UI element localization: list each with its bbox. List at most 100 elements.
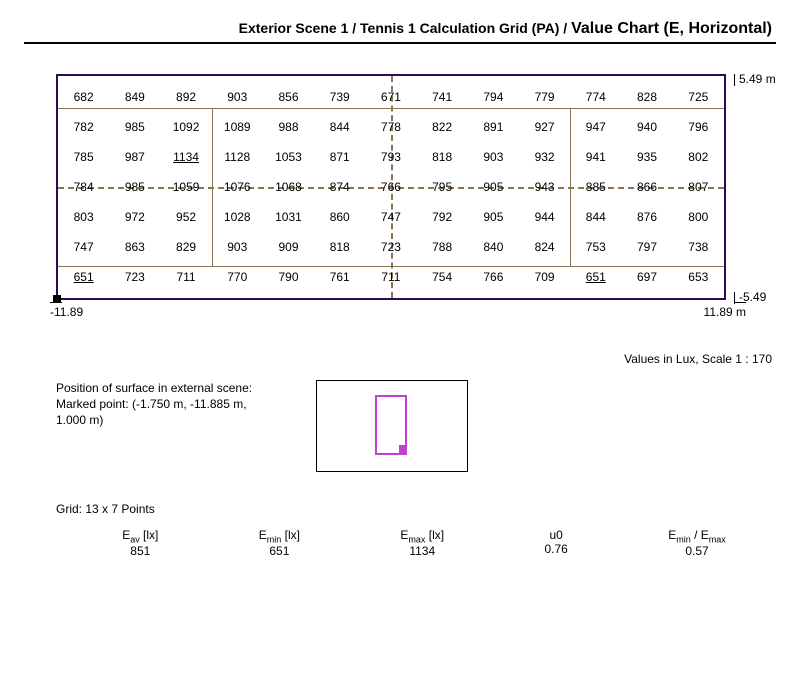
grid-box: 6828498929038567396717417947797748287257…	[56, 74, 726, 300]
grid-cell: 774	[570, 82, 621, 112]
x-axis-left-label: -11.89	[50, 302, 83, 319]
grid-cell: 785	[58, 142, 109, 172]
grid-cell: 766	[365, 172, 416, 202]
stat-emax: Emax [lx] 1134	[400, 528, 444, 558]
grid-cell: 947	[570, 112, 621, 142]
grid-cell: 860	[314, 202, 365, 232]
mini-scene	[316, 380, 468, 472]
grid-cell: 753	[570, 232, 621, 262]
scale-note: Values in Lux, Scale 1 : 170	[24, 352, 772, 366]
grid-cell: 935	[621, 142, 672, 172]
grid-cell: 1068	[263, 172, 314, 202]
grid-cell: 840	[468, 232, 519, 262]
grid-cell: 723	[109, 262, 160, 292]
value-chart: 6828498929038567396717417947797748287257…	[56, 74, 776, 322]
grid-cell: 874	[314, 172, 365, 202]
x-right-value: 11.89 m	[704, 305, 746, 319]
grid-cell: 891	[468, 112, 519, 142]
grid-cell: 972	[109, 202, 160, 232]
position-line2: Marked point: (-1.750 m, -11.885 m,	[56, 396, 286, 412]
grid-cell: 800	[673, 202, 724, 232]
grid-cell: 651	[58, 262, 109, 292]
grid-cell: 866	[621, 172, 672, 202]
grid-cell: 788	[417, 232, 468, 262]
grid-cell: 909	[263, 232, 314, 262]
y-axis-top-label: 5.49 m	[734, 72, 776, 86]
grid-cell: 802	[673, 142, 724, 172]
grid-cell: 790	[263, 262, 314, 292]
breadcrumb: Exterior Scene 1 / Tennis 1 Calculation …	[239, 20, 571, 36]
grid-cell: 797	[621, 232, 672, 262]
grid-cell: 747	[365, 202, 416, 232]
grid-cell: 944	[519, 202, 570, 232]
grid-cell: 941	[570, 142, 621, 172]
grid-cell: 818	[417, 142, 468, 172]
grid-cell: 796	[673, 112, 724, 142]
grid-cell: 770	[212, 262, 263, 292]
stat-emin: Emin [lx] 651	[259, 528, 300, 558]
grid-cell: 803	[58, 202, 109, 232]
grid-cell: 876	[621, 202, 672, 232]
stat-ratio-value: 0.57	[668, 544, 726, 558]
grid-cell: 1059	[160, 172, 211, 202]
grid-cell: 795	[417, 172, 468, 202]
stat-emax-value: 1134	[400, 544, 444, 558]
grid-cell: 856	[263, 82, 314, 112]
grid-cell: 671	[365, 82, 416, 112]
grid-cell: 988	[263, 112, 314, 142]
stat-eav-value: 851	[122, 544, 158, 558]
grid-cell: 927	[519, 112, 570, 142]
grid-cell: 987	[109, 142, 160, 172]
grid-cell: 711	[160, 262, 211, 292]
grid-cell: 794	[468, 82, 519, 112]
grid-cell: 747	[58, 232, 109, 262]
grid-cell: 932	[519, 142, 570, 172]
grid-cell: 1128	[212, 142, 263, 172]
x-axis: -11.89 11.89 m	[56, 302, 726, 322]
grid-cell: 829	[160, 232, 211, 262]
grid-cell: 985	[109, 112, 160, 142]
grid-cell: 779	[519, 82, 570, 112]
position-line3: 1.000 m)	[56, 412, 286, 428]
y-top-value: 5.49 m	[739, 72, 776, 86]
grid-cell: 709	[519, 262, 570, 292]
grid-cell: 1031	[263, 202, 314, 232]
x-left-value: -11.89	[50, 305, 83, 319]
page-title: Exterior Scene 1 / Tennis 1 Calculation …	[24, 20, 776, 44]
grid-cell: 885	[570, 172, 621, 202]
grid-cell: 822	[417, 112, 468, 142]
grid-points: Grid: 13 x 7 Points	[56, 502, 776, 516]
grid-cell: 849	[109, 82, 160, 112]
grid-cell: 905	[468, 172, 519, 202]
grid-cell: 711	[365, 262, 416, 292]
grid-cell: 892	[160, 82, 211, 112]
grid-cell: 940	[621, 112, 672, 142]
grid-cell: 723	[365, 232, 416, 262]
grid-cell: 653	[673, 262, 724, 292]
grid-cell: 1089	[212, 112, 263, 142]
grid-cell: 943	[519, 172, 570, 202]
grid-cell: 828	[621, 82, 672, 112]
grid-cell: 778	[365, 112, 416, 142]
title-main: Value Chart (E, Horizontal)	[571, 20, 772, 37]
grid-cell: 903	[212, 82, 263, 112]
grid-cell: 697	[621, 262, 672, 292]
position-row: Position of surface in external scene: M…	[56, 380, 776, 472]
x-axis-right-label: 11.89 m	[704, 302, 746, 319]
grid-cell: 651	[570, 262, 621, 292]
grid-cell: 844	[570, 202, 621, 232]
grid-cell: 793	[365, 142, 416, 172]
stat-u0: u0 0.76	[544, 528, 567, 558]
grid-cell: 1028	[212, 202, 263, 232]
grid-cell: 754	[417, 262, 468, 292]
position-heading: Position of surface in external scene:	[56, 380, 286, 396]
grid-cell: 792	[417, 202, 468, 232]
grid-cell: 741	[417, 82, 468, 112]
grid-cell: 952	[160, 202, 211, 232]
grid-cell: 903	[468, 142, 519, 172]
grid-cell: 824	[519, 232, 570, 262]
grid-cell: 784	[58, 172, 109, 202]
grid-cell: 1134	[160, 142, 211, 172]
grid-cell: 682	[58, 82, 109, 112]
mini-marker-icon	[399, 445, 407, 453]
